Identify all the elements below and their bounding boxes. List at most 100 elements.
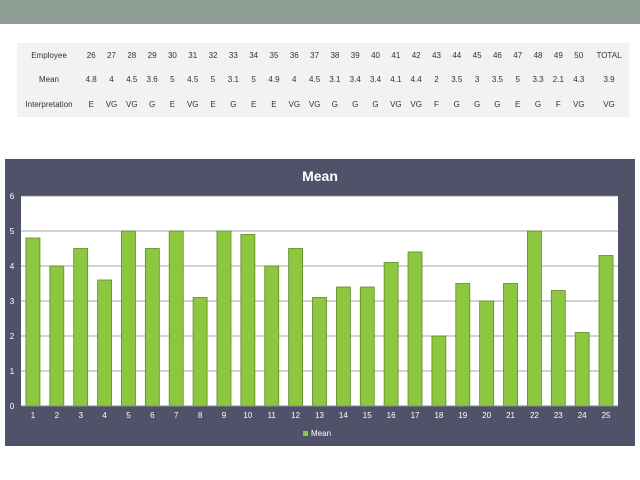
interpretation-value-cell: E	[210, 100, 216, 110]
mean-value-cell: 5	[515, 75, 520, 85]
x-tick-label: 15	[363, 411, 372, 420]
mean-value-cell: 3.4	[349, 75, 361, 85]
employee-number-cell: 45	[472, 50, 482, 60]
bar	[73, 248, 89, 407]
employee-number-cell: 33	[228, 50, 238, 60]
interpretation-value-cell: G	[372, 100, 379, 110]
mean-value-cell: 4	[109, 75, 114, 85]
bar	[97, 279, 112, 407]
mean-value-cell: 4.3	[573, 75, 585, 85]
employee-number-cell: 41	[391, 50, 401, 60]
mean-value-cell: 3.3	[532, 75, 544, 85]
x-tick-label: 21	[506, 411, 515, 420]
bar	[359, 286, 375, 407]
employee-number-total-cell: TOTAL	[596, 50, 622, 60]
x-tick-label: 22	[530, 411, 539, 420]
bar	[479, 300, 495, 407]
interpretation-value-cell: VG	[126, 100, 138, 110]
y-tick-label: 2	[10, 332, 15, 341]
employee-number-cell: 44	[452, 50, 462, 60]
employee-table: Employee 26 27 28 29 30 31 32 33 34 35 36 37 38 39 40 4…	[17, 43, 629, 117]
x-tick-label: 14	[339, 411, 348, 420]
interpretation-value-cell: G	[473, 100, 481, 110]
employee-number-cell: 43	[432, 50, 441, 60]
y-tick-label: 3	[10, 297, 15, 306]
table-row-mean: Mean 4.8 4 4.5 3.6 5 4.5 5 3.1 5 4.9 4 4.5 3.1 3.4 3.4…	[17, 68, 629, 93]
x-tick-label: 4	[102, 411, 107, 420]
x-tick-label: 20	[482, 411, 491, 420]
mean-value-cell: 4.5	[187, 75, 199, 85]
bar	[144, 248, 160, 407]
interpretation-value-cell: F	[434, 100, 439, 110]
mean-value-cell: 4.5	[309, 75, 321, 85]
bar	[407, 251, 423, 407]
interpretation-value-cell: E	[169, 100, 176, 110]
table-row-interpretation: Interpretation E VG VG G E VG E G E E VG VG G G G VG VG F…	[17, 92, 629, 117]
employee-number-cell: 37	[310, 50, 320, 60]
employee-number-cell: 49	[553, 50, 563, 60]
employee-number-cell: 42	[411, 50, 421, 60]
interpretation-value-cell: VG	[308, 100, 321, 110]
mean-value-cell: 5	[210, 75, 216, 85]
mean-value-cell: 4.1	[390, 75, 402, 85]
bar	[503, 283, 518, 407]
interpretation-value-cell: VG	[105, 100, 118, 110]
y-tick-label: 1	[10, 367, 15, 376]
interpretation-value-cell: G	[230, 100, 237, 110]
bar	[25, 237, 41, 407]
bar	[431, 335, 447, 407]
mean-value-cell: 2	[434, 75, 439, 85]
employee-number-cell: 27	[107, 50, 116, 60]
employee-number-cell: 26	[86, 50, 96, 60]
mean-value-cell: 5	[251, 75, 256, 85]
employee-number-cell: 30	[167, 50, 177, 60]
employee-number-cell: 46	[492, 50, 502, 60]
mean-value-cell: 5	[170, 75, 175, 85]
x-tick-label: 2	[55, 411, 60, 420]
top-banner	[0, 0, 640, 24]
y-tick-label: 4	[10, 262, 15, 271]
interpretation-value-cell: E	[515, 100, 521, 110]
x-tick-label: 13	[315, 411, 324, 420]
employee-number-cell: 48	[533, 50, 543, 60]
bar	[455, 283, 471, 407]
mean-value-cell: 4.4	[410, 75, 422, 85]
mean-value-cell: 3	[474, 75, 480, 85]
y-tick-label: 6	[10, 192, 15, 201]
x-tick-label: 9	[222, 411, 227, 420]
x-tick-label: 6	[150, 411, 155, 420]
employee-number-cell: 38	[330, 50, 340, 60]
bar	[192, 297, 208, 407]
x-tick-label: 25	[602, 411, 611, 420]
bar	[216, 230, 232, 407]
interpretation-value-cell: G	[148, 100, 156, 110]
employee-number-cell: 36	[289, 50, 299, 60]
bar	[49, 265, 65, 407]
chart-title: Mean	[302, 168, 338, 184]
interpretation-value-cell: F	[555, 100, 561, 110]
y-tick-label: 0	[10, 402, 15, 411]
interpretation-value-cell: E	[88, 100, 94, 110]
employee-number-cell: 34	[249, 50, 259, 60]
x-tick-label: 8	[198, 411, 203, 420]
mean-value-cell: 3.6	[146, 75, 158, 85]
mean-value-cell: 4.9	[268, 75, 280, 85]
interpretation-value-cell: VG	[410, 100, 422, 110]
x-tick-label: 3	[78, 411, 83, 420]
bar	[312, 297, 327, 407]
row-header-interpretation: Interpretation	[25, 100, 73, 110]
bar	[550, 290, 566, 407]
bar	[335, 286, 351, 407]
employee-number-cell: 31	[188, 50, 198, 60]
interpretation-value-cell: G	[534, 100, 542, 110]
x-tick-label: 10	[243, 411, 252, 420]
employee-number-cell: 29	[147, 50, 157, 60]
employee-number-cell: 28	[127, 50, 137, 60]
bar	[264, 265, 280, 407]
bar	[383, 262, 399, 407]
x-tick-label: 17	[411, 411, 420, 420]
mean-value-total-cell: 3.9	[603, 75, 615, 85]
interpretation-value-cell: G	[453, 100, 460, 110]
x-tick-label: 23	[554, 411, 563, 420]
